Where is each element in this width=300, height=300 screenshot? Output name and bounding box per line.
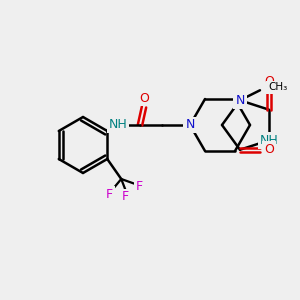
Text: F: F [106, 188, 113, 200]
Text: CH₃: CH₃ [268, 82, 287, 92]
Text: N: N [235, 94, 245, 107]
Text: N: N [185, 118, 195, 131]
Text: O: O [264, 75, 274, 88]
Text: NH: NH [109, 118, 128, 131]
Text: F: F [122, 190, 129, 203]
Text: F: F [136, 181, 143, 194]
Text: O: O [264, 143, 274, 156]
Text: NH: NH [260, 134, 278, 147]
Text: O: O [139, 92, 149, 104]
